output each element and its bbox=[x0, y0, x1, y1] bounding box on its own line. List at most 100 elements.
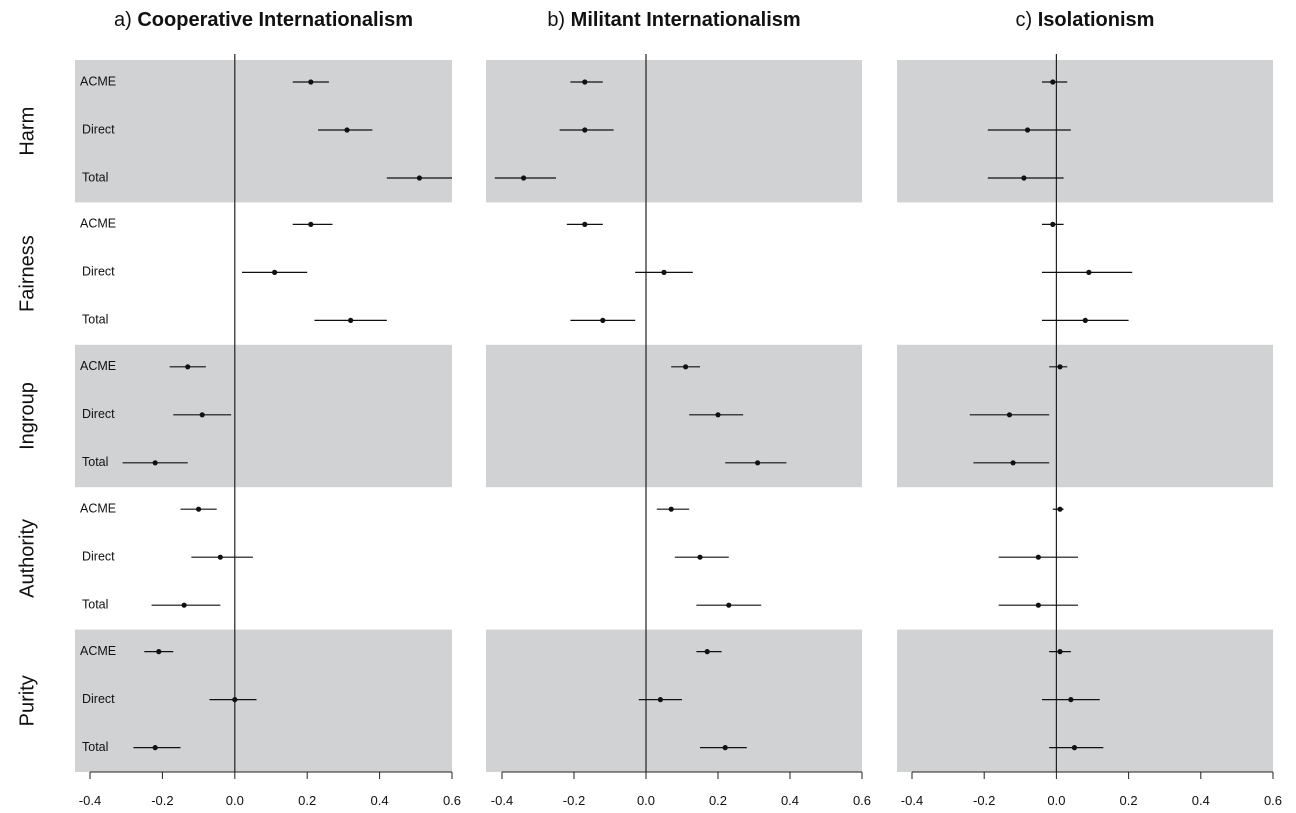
estimate-label-total: Total bbox=[82, 170, 108, 184]
band-harm-panel-2 bbox=[486, 60, 862, 203]
estimate-label-acme: ACME bbox=[80, 501, 116, 515]
x-tick-label: -0.2 bbox=[563, 793, 585, 808]
estimate-label-total: Total bbox=[82, 455, 108, 469]
band-ingroup-panel-3 bbox=[897, 344, 1273, 488]
x-tick-label: -0.4 bbox=[79, 793, 101, 808]
point-harm-direct bbox=[582, 127, 588, 133]
panel-title-3: c) Isolationism bbox=[1016, 9, 1155, 31]
x-tick-label: 0.2 bbox=[709, 793, 727, 808]
x-tick-label: 0.4 bbox=[781, 793, 799, 808]
band-ingroup-panel-2 bbox=[486, 344, 862, 488]
point-purity-direct bbox=[232, 697, 238, 703]
band-ingroup-panel-1 bbox=[75, 344, 452, 488]
point-authority-total bbox=[181, 602, 187, 608]
estimate-label-total: Total bbox=[82, 313, 108, 327]
point-ingroup-acme bbox=[683, 364, 689, 370]
point-harm-acme bbox=[1050, 79, 1056, 85]
x-tick-label: 0.6 bbox=[853, 793, 871, 808]
panel-title-text: Militant Internationalism bbox=[571, 9, 801, 31]
row-label-authority: Authority bbox=[16, 519, 38, 598]
panel-prefix: a) bbox=[114, 9, 137, 31]
x-tick-label: -0.4 bbox=[491, 793, 513, 808]
x-tick-label: 0.2 bbox=[1120, 793, 1138, 808]
x-tick-label: 0.0 bbox=[1047, 793, 1065, 808]
band-harm-panel-1 bbox=[75, 60, 452, 203]
row-label-ingroup: Ingroup bbox=[16, 382, 38, 450]
estimate-label-direct: Direct bbox=[82, 692, 115, 706]
band-harm-panel-3 bbox=[897, 60, 1273, 203]
estimate-label-acme: ACME bbox=[80, 74, 116, 88]
point-purity-direct bbox=[657, 697, 664, 703]
x-tick-label: 0.4 bbox=[1192, 793, 1210, 808]
point-purity-direct bbox=[1068, 697, 1074, 703]
estimate-label-direct: Direct bbox=[82, 549, 115, 563]
row-label-harm: Harm bbox=[16, 107, 38, 156]
x-tick-label: 0.2 bbox=[298, 793, 316, 808]
row-label-purity: Purity bbox=[16, 675, 38, 726]
point-harm-acme bbox=[582, 79, 588, 85]
point-purity-acme bbox=[704, 649, 710, 655]
point-purity-total bbox=[152, 745, 158, 751]
row-label-fairness: Fairness bbox=[16, 235, 38, 312]
panel-title-text: Cooperative Internationalism bbox=[137, 9, 413, 31]
band-purity-panel-1 bbox=[75, 629, 452, 772]
point-fairness-direct bbox=[1086, 269, 1092, 275]
estimate-label-direct: Direct bbox=[82, 265, 115, 279]
point-authority-direct bbox=[697, 554, 703, 560]
panel-title-2: b) Militant Internationalism bbox=[547, 9, 800, 31]
band-purity-panel-2 bbox=[486, 629, 862, 772]
point-harm-total bbox=[521, 175, 527, 181]
x-tick-label: -0.4 bbox=[901, 793, 923, 808]
point-harm-total bbox=[416, 175, 423, 181]
point-harm-total bbox=[1021, 175, 1027, 181]
point-authority-acme bbox=[668, 506, 674, 512]
point-purity-acme bbox=[156, 649, 162, 655]
estimate-label-acme: ACME bbox=[80, 644, 116, 658]
estimate-label-total: Total bbox=[82, 597, 108, 611]
point-fairness-acme bbox=[308, 221, 314, 227]
point-ingroup-total bbox=[755, 460, 761, 466]
point-authority-acme bbox=[1057, 506, 1063, 512]
point-authority-acme bbox=[196, 506, 202, 512]
point-ingroup-direct bbox=[1006, 412, 1013, 418]
panel-prefix: c) bbox=[1016, 9, 1038, 31]
band-purity-panel-3 bbox=[897, 629, 1273, 772]
point-harm-acme bbox=[308, 79, 314, 85]
point-authority-direct bbox=[217, 554, 223, 560]
estimate-label-direct: Direct bbox=[82, 407, 115, 421]
x-tick-label: 0.0 bbox=[226, 793, 244, 808]
point-ingroup-total bbox=[1010, 460, 1016, 466]
point-authority-total bbox=[726, 602, 732, 608]
point-fairness-direct bbox=[661, 269, 667, 275]
point-fairness-total bbox=[348, 317, 354, 323]
point-fairness-acme bbox=[582, 221, 588, 227]
panel-title-1: a) Cooperative Internationalism bbox=[114, 9, 413, 31]
point-purity-acme bbox=[1057, 649, 1063, 655]
point-harm-direct bbox=[1024, 127, 1031, 133]
estimate-label-acme: ACME bbox=[80, 217, 116, 231]
point-fairness-direct bbox=[272, 269, 278, 275]
point-ingroup-direct bbox=[199, 412, 205, 418]
point-fairness-total bbox=[600, 317, 606, 323]
x-tick-label: 0.6 bbox=[1264, 793, 1282, 808]
point-ingroup-direct bbox=[715, 412, 721, 418]
point-ingroup-acme bbox=[185, 364, 191, 370]
point-ingroup-acme bbox=[1057, 364, 1063, 370]
panel-prefix: b) bbox=[547, 9, 570, 31]
point-harm-direct bbox=[344, 127, 350, 133]
point-authority-total bbox=[1035, 602, 1041, 608]
point-fairness-total bbox=[1082, 317, 1088, 323]
point-authority-direct bbox=[1035, 554, 1041, 560]
x-tick-label: 0.4 bbox=[371, 793, 389, 808]
estimate-label-direct: Direct bbox=[82, 122, 115, 136]
estimate-label-acme: ACME bbox=[80, 359, 116, 373]
x-tick-label: -0.2 bbox=[151, 793, 173, 808]
x-tick-label: 0.0 bbox=[637, 793, 655, 808]
point-fairness-acme bbox=[1050, 221, 1056, 227]
estimate-label-total: Total bbox=[82, 740, 108, 754]
point-purity-total bbox=[1071, 745, 1078, 751]
x-tick-label: -0.2 bbox=[973, 793, 995, 808]
x-tick-label: 0.6 bbox=[443, 793, 461, 808]
panel-title-text: Isolationism bbox=[1038, 9, 1155, 31]
